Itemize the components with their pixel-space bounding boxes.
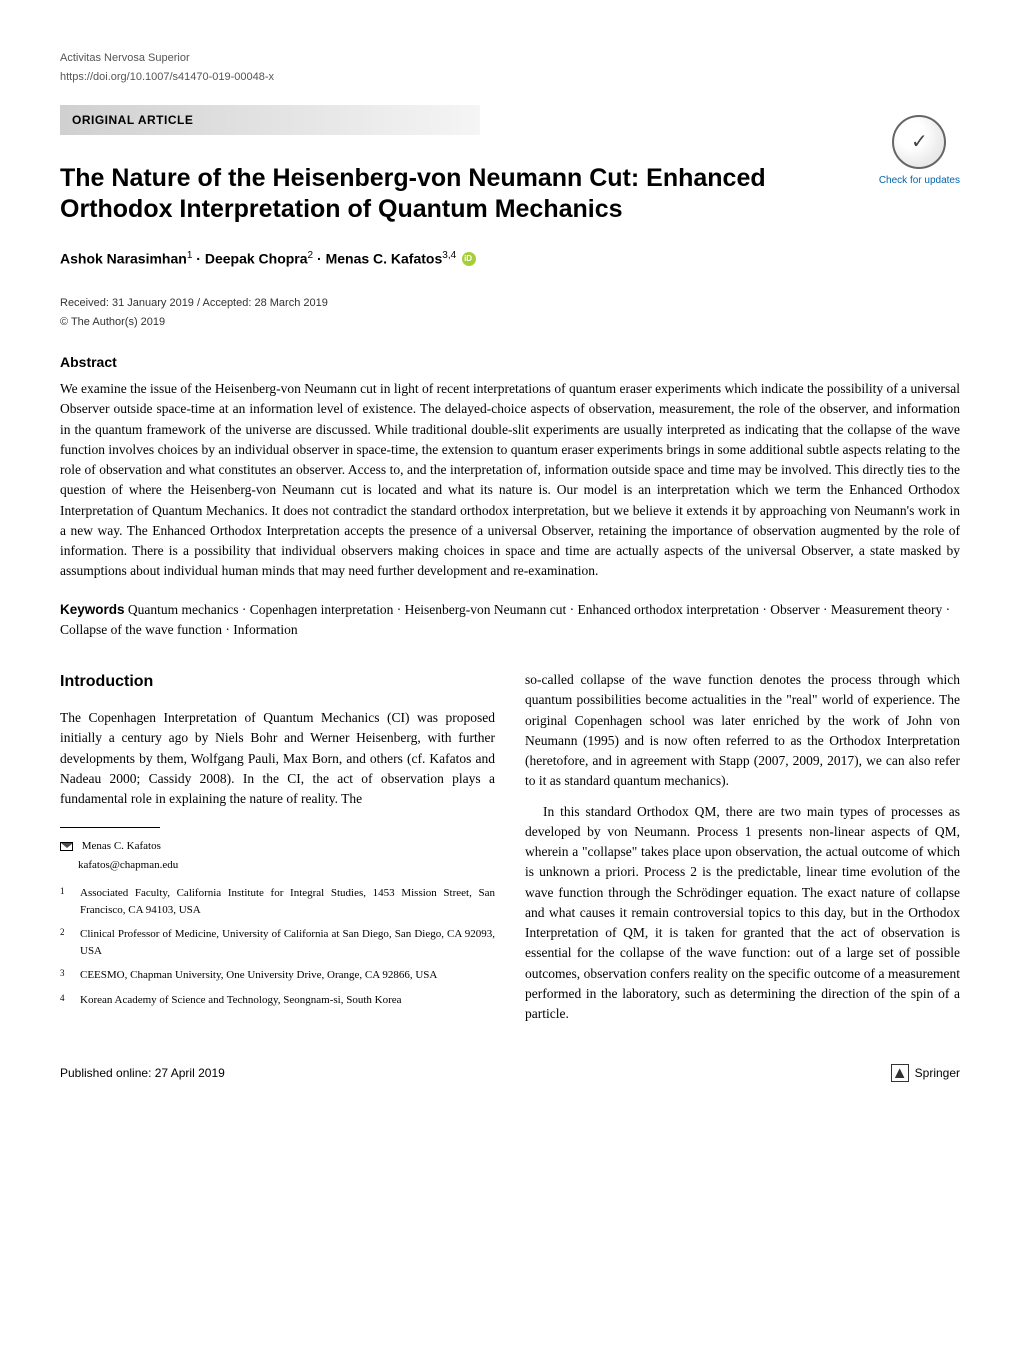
intro-paragraph: The Copenhagen Interpretation of Quantum… xyxy=(60,708,495,809)
affil-number: 3 xyxy=(60,967,70,984)
author-affil-sup: 3,4 xyxy=(442,250,456,261)
affil-text: Korean Academy of Science and Technology… xyxy=(80,992,402,1009)
keywords-label: Keywords xyxy=(60,602,125,617)
body-paragraph: so-called collapse of the wave function … xyxy=(525,670,960,792)
right-column: so-called collapse of the wave function … xyxy=(525,670,960,1034)
crossmark-badge[interactable]: ✓ Check for updates xyxy=(879,115,960,188)
author-name: Ashok Narasimhan xyxy=(60,250,187,266)
keywords-line: Keywords Quantum mechanics · Copenhagen … xyxy=(60,600,960,641)
affil-text: Clinical Professor of Medicine, Universi… xyxy=(80,926,495,959)
journal-name: Activitas Nervosa Superior xyxy=(60,50,960,67)
author-name: Menas C. Kafatos xyxy=(326,250,443,266)
body-columns: Introduction The Copenhagen Interpretati… xyxy=(60,670,960,1034)
author-sep: · xyxy=(192,250,204,266)
crossmark-label: Check for updates xyxy=(879,173,960,188)
affiliation-item: 4 Korean Academy of Science and Technolo… xyxy=(60,992,495,1009)
affil-text: CEESMO, Chapman University, One Universi… xyxy=(80,967,437,984)
author-name: Deepak Chopra xyxy=(205,250,308,266)
body-paragraph: In this standard Orthodox QM, there are … xyxy=(525,802,960,1025)
envelope-icon xyxy=(60,842,73,851)
keywords-text: Quantum mechanics · Copenhagen interpret… xyxy=(60,602,950,637)
affil-number: 4 xyxy=(60,992,70,1009)
corr-email: kafatos@chapman.edu xyxy=(78,857,495,874)
author-info-divider xyxy=(60,827,160,828)
abstract-text: We examine the issue of the Heisenberg-v… xyxy=(60,379,960,582)
publisher-mark: Springer xyxy=(891,1064,960,1082)
publisher-name: Springer xyxy=(915,1064,960,1082)
affil-number: 1 xyxy=(60,885,70,918)
copyright-line: © The Author(s) 2019 xyxy=(60,314,960,331)
crossmark-icon: ✓ xyxy=(892,115,946,169)
article-title: The Nature of the Heisenberg-von Neumann… xyxy=(60,163,880,226)
affil-text: Associated Faculty, California Institute… xyxy=(80,885,495,918)
corresponding-author: Menas C. Kafatos xyxy=(60,838,495,855)
affil-number: 2 xyxy=(60,926,70,959)
left-column: Introduction The Copenhagen Interpretati… xyxy=(60,670,495,1034)
affiliation-item: 1 Associated Faculty, California Institu… xyxy=(60,885,495,918)
doi-line: https://doi.org/10.1007/s41470-019-00048… xyxy=(60,69,960,86)
journal-header: Activitas Nervosa Superior https://doi.o… xyxy=(60,50,960,85)
springer-icon xyxy=(891,1064,909,1082)
article-dates: Received: 31 January 2019 / Accepted: 28… xyxy=(60,295,960,312)
introduction-heading: Introduction xyxy=(60,670,495,694)
affiliation-item: 3 CEESMO, Chapman University, One Univer… xyxy=(60,967,495,984)
author-sep: · xyxy=(313,250,325,266)
article-type-bar: ORIGINAL ARTICLE xyxy=(60,105,480,135)
orcid-icon[interactable] xyxy=(462,252,476,266)
corr-author-name: Menas C. Kafatos xyxy=(82,840,161,852)
published-online: Published online: 27 April 2019 xyxy=(60,1064,225,1082)
affiliation-item: 2 Clinical Professor of Medicine, Univer… xyxy=(60,926,495,959)
page-footer: Published online: 27 April 2019 Springer xyxy=(60,1064,960,1082)
abstract-heading: Abstract xyxy=(60,352,960,373)
author-list: Ashok Narasimhan1 · Deepak Chopra2 · Men… xyxy=(60,248,960,270)
